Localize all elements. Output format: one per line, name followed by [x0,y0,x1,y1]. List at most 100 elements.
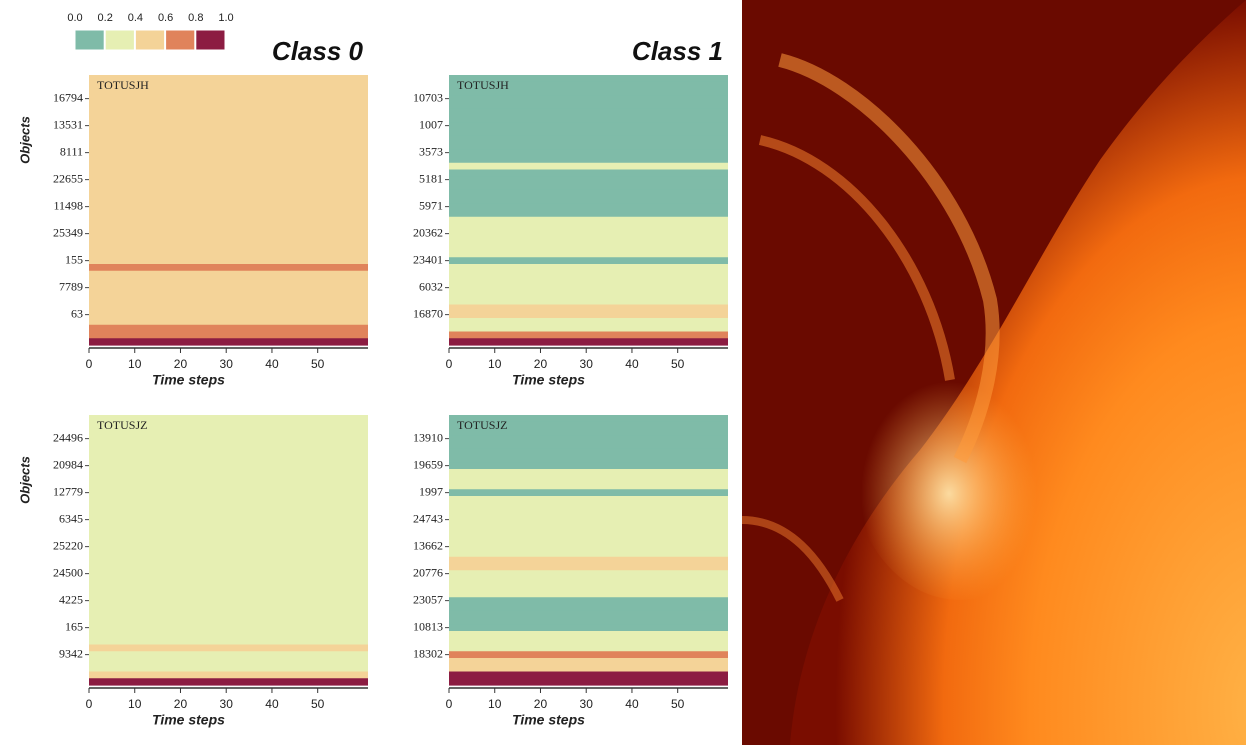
heatmap-row [449,421,728,430]
heatmap-row [449,475,728,484]
heatmap-row [449,304,728,312]
y-tick-label: 4225 [59,592,83,606]
colorbar-swatch [134,29,166,51]
heatmap-row [449,637,728,646]
heatmap-row [449,189,728,198]
heatmap-row [89,102,368,110]
heatmap-row [449,331,728,339]
heatmap-row [89,189,368,198]
heatmap-row [89,604,368,612]
heatmap-row [89,536,368,544]
y-tick-label: 24496 [53,430,83,444]
heatmap-row [89,550,368,558]
heatmap-row [449,496,728,504]
heatmap-row [89,291,368,299]
heatmap-row [89,196,368,204]
heatmap-row [449,122,728,130]
heatmap-row [449,203,728,211]
x-axis-label: Time steps [512,372,585,388]
y-tick-label: 165 [65,619,83,633]
heatmap-row [449,543,728,551]
y-tick-label: 24743 [413,511,443,525]
x-tick-label: 30 [580,697,594,711]
heatmap-row [89,523,368,531]
x-tick-label: 40 [265,357,279,371]
heatmap-row [89,631,368,639]
colorbar-tick-label: 0.2 [98,12,113,24]
heatmap-row [89,243,368,252]
heatmap-row [449,428,728,436]
panel-label: TOTUSJZ [457,418,507,432]
colorbar: 0.0 0.2 0.4 0.6 0.8 1.0 [67,12,234,51]
heatmap-row [449,597,728,605]
heatmap-row [89,644,368,652]
heatmap-row [449,604,728,612]
x-tick-label: 30 [220,697,234,711]
x-axis-label: Time steps [152,372,225,388]
panel-label: TOTUSJZ [97,418,147,432]
x-tick-label: 40 [625,697,639,711]
heatmap-row [89,610,368,619]
heatmap-row [89,637,368,646]
panel-label: TOTUSJH [97,78,149,92]
heatmap-row [89,462,368,470]
heatmap-row [449,176,728,184]
heatmap-row [89,421,368,430]
heatmap-row [449,550,728,558]
heatmap-row [449,156,728,164]
heatmap-panel: 10703 1007 3573 5181 5971 20362 23401 6032 16870… [413,36,728,388]
colorbar-tick-label: 0.6 [158,12,173,24]
x-tick-label: 50 [671,697,685,711]
heatmap-row [89,671,368,679]
y-tick-label: 8111 [60,144,83,158]
y-tick-label: 1007 [419,117,443,131]
heatmap-row [449,270,728,279]
x-tick-label: 50 [311,697,325,711]
heatmap-row [89,156,368,164]
heatmap-row [89,502,368,511]
heatmap-row [449,610,728,619]
y-tick-label: 6032 [419,279,443,293]
y-tick-label: 13662 [413,538,443,552]
heatmap-row [449,102,728,110]
x-tick-label: 10 [128,697,142,711]
heatmap-row [89,129,368,137]
y-tick-label: 9342 [59,646,83,660]
heatmap-row [89,331,368,339]
heatmap-row [449,482,728,490]
heatmap-row [449,469,728,477]
heatmap-row [89,230,368,238]
heatmap-row [89,664,368,673]
heatmap-row [449,489,728,497]
heatmap-row [89,624,368,632]
x-tick-label: 10 [128,357,142,371]
heatmap-row [89,203,368,211]
heatmap-row [449,563,728,571]
heatmap-row [89,324,368,333]
heatmap-row [449,577,728,585]
heatmap-row [449,590,728,598]
heatmap-row [449,536,728,544]
heatmap-row [449,149,728,157]
y-tick-label: 10813 [413,619,443,633]
heatmap-row [89,95,368,103]
y-tick-label: 5971 [419,198,443,212]
heatmap-row [449,678,728,686]
heatmap-row [89,108,368,117]
heatmap-row [89,216,368,225]
heatmap-row [449,196,728,204]
heatmap-row [449,324,728,333]
heatmap-row [89,583,368,592]
heatmap-row [449,183,728,191]
y-tick-label: 16870 [413,306,443,320]
heatmap-row [449,617,728,625]
y-tick-label: 20984 [53,457,83,471]
heatmap-row [449,129,728,137]
heatmap-row [449,243,728,252]
y-axis-label: Objects [17,456,32,504]
heatmap-row [89,223,368,231]
heatmap-row [449,216,728,225]
heatmap-row [89,435,368,443]
heatmap-row [89,169,368,177]
